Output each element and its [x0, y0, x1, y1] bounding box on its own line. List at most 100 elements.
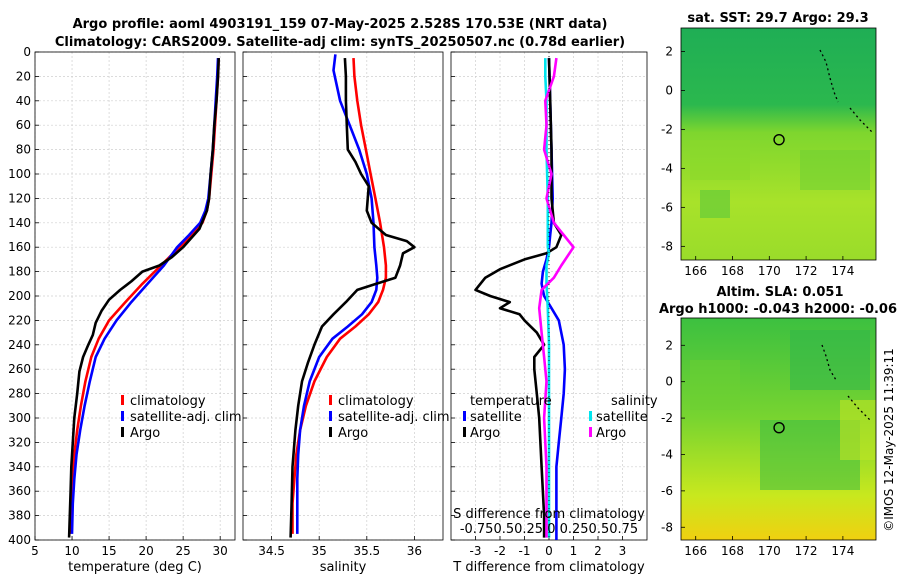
y-tick-label: 2	[665, 338, 673, 352]
y-tick-label: -8	[661, 239, 673, 253]
y-tick-label: -4	[661, 447, 673, 461]
x-axis-label: temperature (deg C)	[68, 560, 202, 575]
sla-patch	[790, 330, 870, 390]
sst-map-axes: 166 168 170 172 174 2 0 -2 -4 -6 -8	[661, 27, 877, 278]
legend-swatch	[121, 427, 124, 437]
y-tick-label: 360	[8, 484, 31, 498]
legend-swatch	[329, 411, 332, 421]
x-tick-label: 166	[684, 544, 707, 558]
y-tick-label: 120	[8, 191, 31, 205]
legend-swatch	[589, 427, 592, 437]
legend-label: satellite	[470, 410, 522, 425]
legend-title-salinity: salinity	[611, 394, 658, 409]
legend-label: Argo	[130, 426, 160, 441]
legend-swatch	[463, 427, 466, 437]
y-tick-label: -2	[661, 122, 673, 136]
y-tick-label: 300	[8, 411, 31, 425]
map-box	[680, 317, 877, 541]
x-tick-label: 20	[138, 544, 153, 558]
x-axis-label: T difference from climatology	[452, 560, 645, 575]
x-tick-label: 25	[176, 544, 191, 558]
figure-title-line2: Climatology: CARS2009. Satellite-adj cli…	[55, 35, 625, 50]
y-tick-label: 200	[8, 289, 31, 303]
temperature-plot: 5 10 15 20 25 3002040608010012014016018020022…	[8, 45, 242, 575]
x-tick-label: 15	[101, 544, 116, 558]
legend-swatch	[463, 411, 466, 421]
sst-patch	[800, 150, 870, 190]
y-tick-label: 180	[8, 265, 31, 279]
y-tick-label: 0	[23, 45, 31, 59]
sla-coastline	[821, 344, 871, 421]
y-tick-label: 340	[8, 460, 31, 474]
y-tick-label: 2	[665, 44, 673, 58]
x-tick-label: 2	[594, 544, 602, 558]
y-tick-label: 280	[8, 387, 31, 401]
x-tick-label: 172	[795, 544, 818, 558]
legend-label: satellite-adj. clim	[130, 410, 242, 425]
x-tick-label: 168	[721, 264, 744, 278]
y-tick-label: 40	[16, 94, 31, 108]
sla-map-title-line2: Argo h1000: -0.043 h2000: -0.06	[659, 302, 897, 317]
y-tick-label: 240	[8, 338, 31, 352]
x-axis-label: salinity	[320, 560, 367, 575]
sla-map: Altim. SLA: 0.051 Argo h1000: -0.043 h20…	[659, 285, 897, 558]
sla-map-title-line1: Altim. SLA: 0.051	[717, 285, 844, 300]
y-tick-label: 160	[8, 240, 31, 254]
sst-coastline	[819, 49, 873, 133]
x-tick-label: 35.5	[353, 544, 380, 558]
x-tick-label: 10	[64, 544, 79, 558]
y-tick-label: 260	[8, 362, 31, 376]
x-tick-label: 34.5	[258, 544, 285, 558]
argo-position-marker	[773, 133, 785, 146]
legend-label: Argo	[470, 426, 500, 441]
series-line-argo	[289, 58, 416, 538]
legend-label: satellite	[596, 410, 648, 425]
x-tick-label: 3	[619, 544, 627, 558]
y-tick-label: -8	[661, 520, 673, 534]
legend-swatch	[589, 411, 592, 421]
y-tick-label: 100	[8, 167, 31, 181]
y-tick-label: 400	[8, 533, 31, 547]
legend-label: climatology	[338, 394, 414, 409]
x-tick-label: -1	[519, 544, 531, 558]
y-tick-label: -6	[661, 200, 673, 214]
y-tick-label: 140	[8, 216, 31, 230]
legend-swatch	[121, 395, 124, 405]
sst-patch	[690, 140, 750, 180]
x-tick-label: 35	[312, 544, 327, 558]
legend-title-temperature: temperature	[470, 394, 552, 409]
s-difference-label: S difference from climatology	[453, 507, 645, 522]
x-tick-label: 166	[684, 264, 707, 278]
y-tick-label: 0	[665, 375, 673, 389]
x-tick-label: 36	[407, 544, 422, 558]
y-tick-label: 0	[665, 83, 673, 97]
sst-map-title: sat. SST: 29.7 Argo: 29.3	[687, 11, 868, 26]
sla-patch	[690, 360, 740, 410]
series-line-salinity-argo	[537, 57, 575, 538]
y-tick-label: -6	[661, 484, 673, 498]
y-tick-label: 380	[8, 509, 31, 523]
sla-map-axes: 166 168 170 172 174 2 0 -2 -4 -6 -8	[661, 317, 877, 558]
x-tick-label: 174	[831, 264, 854, 278]
x-tick-label: 0	[545, 544, 553, 558]
s-difference-ticks: -0.750.50.25 0 0.250.50.75	[460, 522, 638, 537]
x-tick-label: 172	[795, 264, 818, 278]
difference-plot: -3 -2 -1 0 1 2 3 T difference from climatology t…	[450, 51, 658, 575]
salinity-plot: 34.5 35 35.5 36 salinity climatologysatellite…	[242, 51, 450, 575]
x-tick-label: 168	[721, 544, 744, 558]
x-tick-label: 30	[213, 544, 228, 558]
x-tick-label: -2	[494, 544, 506, 558]
legend-label: climatology	[130, 394, 206, 409]
x-tick-label: 170	[758, 264, 781, 278]
series-group	[289, 54, 416, 538]
x-tick-label: 1	[570, 544, 578, 558]
sst-patch	[700, 190, 730, 218]
legend-swatch	[329, 395, 332, 405]
sla-patch	[840, 400, 876, 460]
legend-swatch	[121, 411, 124, 421]
series-group	[474, 57, 575, 540]
series-line-argo	[67, 58, 220, 538]
legend-label: Argo	[338, 426, 368, 441]
x-tick-label: 170	[758, 544, 781, 558]
